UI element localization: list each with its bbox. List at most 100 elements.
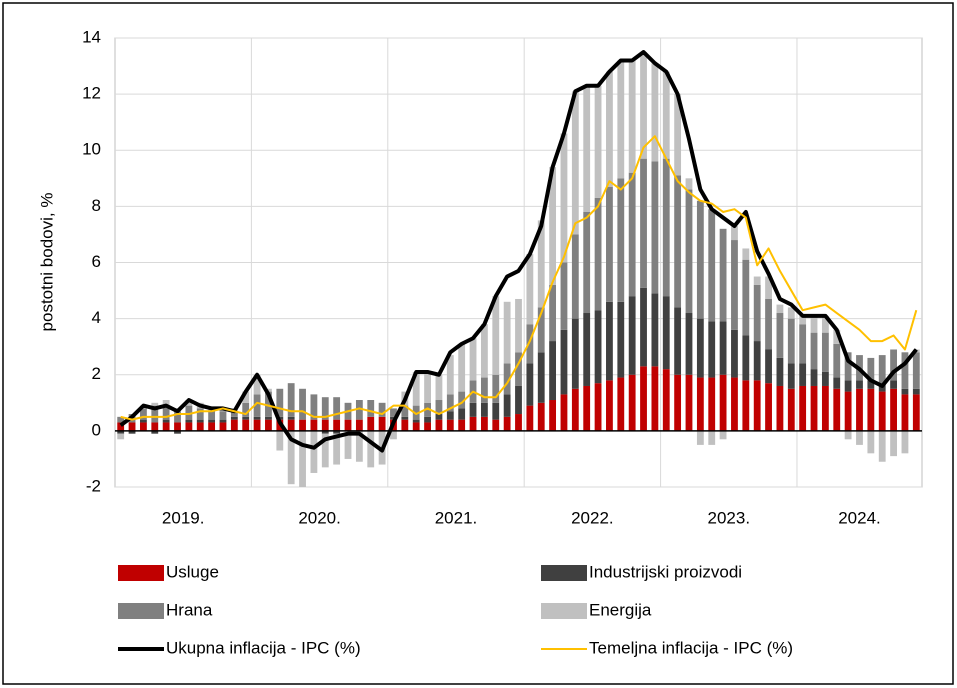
bar-segment [628,172,636,297]
legend-swatch [541,565,587,581]
bar-segment [446,411,454,420]
bar-segment [196,408,204,420]
bar-segment [674,175,682,308]
bar-segment [674,94,682,176]
bar-segment [708,377,716,431]
bar-segment [640,52,647,159]
bar-segment [446,394,454,412]
bar-segment [321,430,329,434]
bar-segment [265,416,272,420]
bar-segment [765,276,772,299]
bar-segment [287,383,295,417]
bar-segment [492,419,500,431]
legend-label: Industrijski proizvodi [589,562,742,581]
bar-segment [162,422,170,431]
bar-segment [571,318,579,389]
x-tick-label: 2019. [162,508,205,527]
bar-segment [435,414,443,420]
bar-segment [685,374,693,431]
bar-segment [253,419,261,431]
bar-segment [390,408,397,417]
bar-segment [151,430,159,434]
legend-label: Energija [589,600,652,619]
bar-segment [640,287,647,367]
bar-segment [412,405,420,420]
bar-segment [560,329,568,395]
bar-segment [617,60,625,179]
bar-segment [208,422,216,431]
bar-segment [549,400,557,431]
bar-segment [140,422,147,431]
bar-segment [185,405,193,420]
bar-segment [503,416,511,431]
bar-segment [606,301,613,381]
bar-segment [537,220,545,308]
bar-segment [844,352,852,381]
bar-segment [594,310,602,384]
bar-segment [151,402,159,406]
bar-segment [526,254,534,325]
legend-label: Temeljna inflacija - IPC (%) [589,638,793,657]
bar-segment [151,422,159,431]
bar-segment [719,430,727,440]
bar-segment [265,419,272,431]
bar-segment [810,315,818,333]
bar-segment [901,430,909,454]
bar-segment [185,419,193,423]
bar-segment [787,363,795,389]
bar-segment [640,366,647,431]
bar-segment [742,335,750,381]
bar-segment [787,388,795,431]
bar-segment [355,419,363,431]
bar-segment [674,307,682,375]
bar-segment [458,391,466,409]
bar-segment [253,394,261,417]
bar-segment [219,422,227,431]
bar-segment [128,430,136,434]
bar-segment [867,357,875,381]
bar-segment [878,391,886,431]
y-tick-label: 2 [92,364,101,383]
bar-segment [662,71,670,159]
bar-segment [651,63,659,162]
bar-segment [458,419,466,431]
bar-segment [651,293,659,367]
bar-segment [492,296,500,375]
bar-segment [674,374,682,431]
bar-segment [355,430,363,462]
bar-segment [867,430,875,454]
bar-segment [890,388,897,431]
bar-segment [776,313,784,358]
bar-segment [833,388,841,431]
bar-segment [878,430,886,462]
bar-segment [446,419,454,431]
bar-segment [117,433,125,440]
bar-segment [731,329,738,378]
bar-segment [537,352,545,403]
bar-segment [776,304,784,314]
bar-segment [219,419,227,423]
bar-segment [765,383,772,431]
bar-segment [856,430,863,445]
bar-segment [765,349,772,384]
bar-segment [424,402,431,417]
x-tick-label: 2024. [838,508,881,527]
bar-segment [776,385,784,431]
bar-segment [253,416,261,420]
bar-segment [174,411,181,423]
bar-segment [458,408,466,420]
y-tick-label: 6 [92,252,101,271]
bar-segment [890,380,897,389]
bar-segment [196,422,204,431]
bar-segment [196,419,204,423]
bar-segment [242,419,250,431]
bar-segment [299,388,306,420]
bar-segment [821,332,829,372]
bar-segment [208,411,216,420]
bar-segment [503,363,511,395]
bar-segment [708,321,716,378]
bar-segment [856,380,863,389]
bar-segment [526,363,534,406]
